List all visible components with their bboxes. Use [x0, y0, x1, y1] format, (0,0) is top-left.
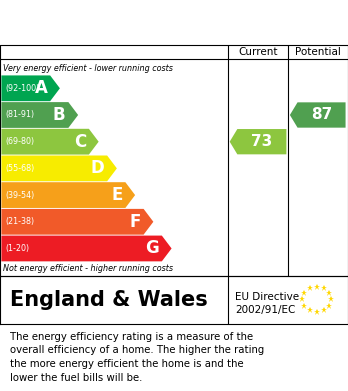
Polygon shape — [1, 156, 117, 181]
Text: (55-68): (55-68) — [6, 164, 35, 173]
Text: (21-38): (21-38) — [6, 217, 35, 226]
Polygon shape — [1, 129, 98, 154]
Polygon shape — [290, 102, 346, 127]
Text: (1-20): (1-20) — [6, 244, 30, 253]
Text: The energy efficiency rating is a measure of the
overall efficiency of a home. T: The energy efficiency rating is a measur… — [10, 332, 265, 383]
Text: C: C — [74, 133, 86, 151]
Text: D: D — [90, 160, 104, 178]
Text: England & Wales: England & Wales — [10, 290, 208, 310]
Text: Energy Efficiency Rating: Energy Efficiency Rating — [50, 13, 298, 32]
Polygon shape — [1, 182, 135, 208]
Text: 87: 87 — [311, 108, 332, 122]
Text: F: F — [129, 213, 141, 231]
Text: Very energy efficient - lower running costs: Very energy efficient - lower running co… — [3, 63, 173, 73]
Text: G: G — [145, 239, 159, 257]
Text: 73: 73 — [251, 134, 272, 149]
Text: E: E — [111, 186, 122, 204]
Polygon shape — [1, 75, 60, 101]
Polygon shape — [1, 236, 172, 261]
Text: Current: Current — [238, 47, 278, 57]
Text: A: A — [34, 79, 47, 97]
Text: (81-91): (81-91) — [6, 111, 35, 120]
Text: EU Directive: EU Directive — [235, 292, 299, 302]
Text: Potential: Potential — [295, 47, 341, 57]
Text: Not energy efficient - higher running costs: Not energy efficient - higher running co… — [3, 264, 174, 273]
Text: (92-100): (92-100) — [6, 84, 40, 93]
Polygon shape — [1, 102, 78, 128]
Text: (69-80): (69-80) — [6, 137, 35, 146]
Text: 2002/91/EC: 2002/91/EC — [235, 305, 295, 315]
Polygon shape — [1, 209, 153, 235]
Text: B: B — [53, 106, 65, 124]
Text: (39-54): (39-54) — [6, 190, 35, 199]
Polygon shape — [230, 129, 286, 154]
